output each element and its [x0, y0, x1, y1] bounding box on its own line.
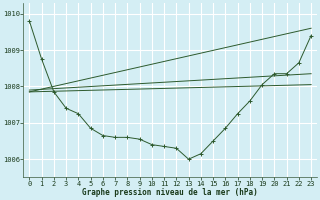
- X-axis label: Graphe pression niveau de la mer (hPa): Graphe pression niveau de la mer (hPa): [82, 188, 258, 197]
